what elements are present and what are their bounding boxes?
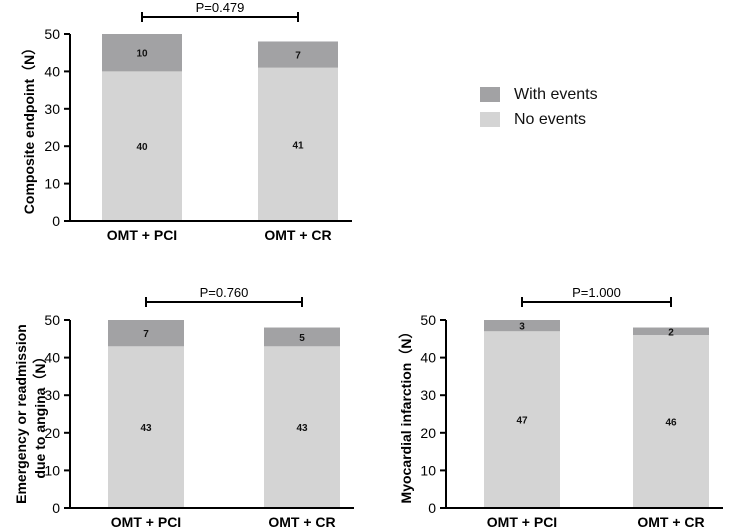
bar-with-events-1	[484, 320, 560, 332]
bar-no-events-2	[258, 67, 338, 221]
data-label-no-events-1: 40	[136, 142, 148, 153]
x-tick-label-2: OMT + CR	[268, 514, 335, 530]
y-tick-label: 40	[420, 350, 436, 366]
legend: With events No events	[480, 82, 598, 132]
p-value-annotation: P=0.479	[196, 0, 245, 15]
y-tick-label: 50	[420, 312, 436, 328]
y-tick-label: 10	[44, 176, 60, 192]
y-tick-label: 40	[44, 63, 60, 79]
y-tick-label: 0	[428, 500, 436, 516]
y-tick-label: 20	[420, 425, 436, 441]
data-label-no-events-2: 46	[665, 418, 677, 429]
bar-no-events-2	[633, 335, 709, 508]
y-tick-label: 10	[44, 462, 60, 478]
bar-no-events-2	[264, 346, 340, 508]
y-tick-label: 30	[420, 387, 436, 403]
data-label-no-events-2: 41	[292, 140, 304, 151]
data-label-with-events-2: 7	[295, 51, 301, 62]
data-label-with-events-1: 7	[143, 329, 149, 340]
x-tick-label-2: OMT + CR	[264, 227, 331, 243]
data-label-with-events-2: 2	[668, 327, 674, 338]
y-tick-label: 50	[44, 312, 60, 328]
y-tick-label: 30	[44, 387, 60, 403]
data-label-no-events-2: 43	[296, 423, 308, 434]
y-axis-label: Composite endpoint（N）	[21, 41, 37, 214]
legend-item-with-events: With events	[480, 82, 598, 107]
y-tick-label: 0	[52, 213, 60, 229]
bar-with-events-1	[102, 34, 182, 72]
legend-label-with-events: With events	[514, 85, 598, 103]
y-tick-label: 50	[44, 26, 60, 42]
p-value-annotation: P=0.760	[200, 285, 249, 300]
y-tick-label: 40	[44, 350, 60, 366]
y-axis-label-line-2: due to angina（N）	[32, 349, 48, 478]
y-tick-label: 20	[44, 425, 60, 441]
data-label-with-events-1: 3	[519, 322, 525, 333]
bar-no-events-1	[108, 346, 184, 508]
legend-item-no-events: No events	[480, 107, 598, 132]
bar-with-events-2	[633, 327, 709, 336]
x-tick-label-1: OMT + PCI	[487, 514, 557, 530]
data-label-no-events-1: 43	[140, 423, 152, 434]
data-label-no-events-1: 47	[516, 416, 528, 427]
x-tick-label-2: OMT + CR	[637, 514, 704, 530]
y-axis-label: Myocardial infarction（N）	[398, 325, 414, 504]
bar-no-events-1	[102, 71, 182, 222]
significance-bracket	[145, 297, 303, 307]
y-tick-label: 0	[52, 500, 60, 516]
data-label-with-events-1: 10	[136, 49, 148, 60]
significance-bracket	[521, 297, 672, 307]
y-tick-label: 20	[44, 138, 60, 154]
x-tick-label-1: OMT + PCI	[107, 227, 177, 243]
bar-with-events-1	[108, 320, 184, 347]
data-label-with-events-2: 5	[299, 333, 305, 344]
y-tick-label: 10	[420, 462, 436, 478]
bar-with-events-2	[264, 327, 340, 347]
x-tick-label-1: OMT + PCI	[111, 514, 181, 530]
bar-no-events-1	[484, 331, 560, 508]
y-tick-label: 30	[44, 101, 60, 117]
legend-swatch-with-events	[480, 87, 500, 102]
p-value-annotation: P=1.000	[572, 285, 621, 300]
significance-bracket	[141, 12, 299, 22]
y-axis-label-line-1: Emergency or readmission	[13, 324, 29, 504]
legend-label-no-events: No events	[514, 110, 587, 128]
legend-swatch-no-events	[480, 112, 500, 127]
bar-with-events-2	[258, 41, 338, 68]
